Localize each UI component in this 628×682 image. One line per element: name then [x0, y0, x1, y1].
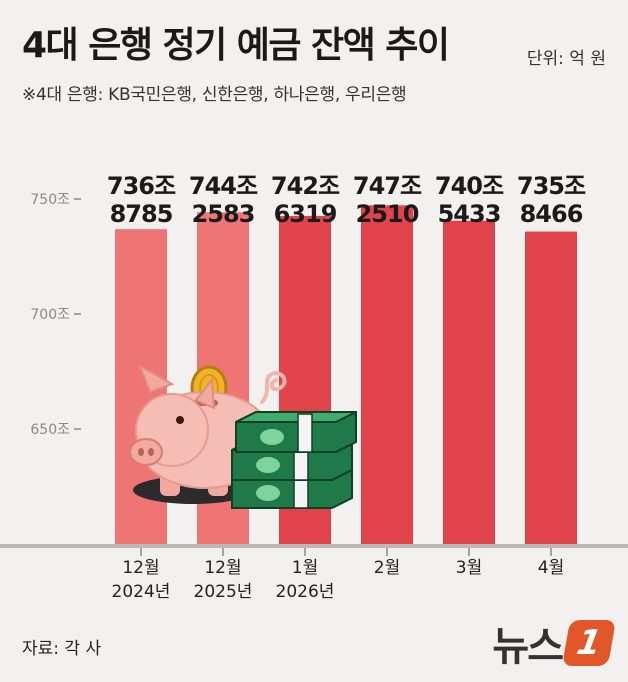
money-bill-seal	[260, 429, 284, 445]
piggy-eye	[176, 416, 184, 424]
chart-title: 4대 은행 정기 예금 잔액 추이	[22, 25, 450, 66]
piggy-nostril	[138, 448, 144, 456]
logo-mark-number: 1	[573, 623, 605, 663]
money-bill-seal	[256, 457, 280, 473]
money-bill-seal	[256, 485, 280, 501]
x-tick-label: 4월	[538, 558, 564, 578]
x-tick-label: 3월	[456, 558, 482, 578]
piggy-ear	[138, 363, 175, 394]
x-axis-line	[0, 544, 628, 548]
source-note: 자료: 각 사	[22, 639, 102, 659]
bar	[443, 220, 495, 544]
y-tick-label: 700조	[30, 307, 70, 323]
x-tick-label-year: 2026년	[276, 582, 335, 602]
x-tick-label: 12월	[204, 558, 241, 578]
logo-mark: 1	[561, 620, 617, 666]
unit-label: 단위: 억 원	[526, 49, 606, 69]
x-tick-label: 1월	[292, 558, 318, 578]
money-band	[297, 413, 313, 453]
chart-subtitle: ※4대 은행: KB국민은행, 신한은행, 하나은행, 우리은행	[22, 85, 407, 105]
x-tick-label: 12월	[122, 558, 159, 578]
piggy-snout	[129, 438, 163, 466]
value-label-jo: 736조	[107, 172, 176, 200]
value-label-eok: 6319	[274, 200, 337, 228]
logo-text: 뉴스	[492, 624, 564, 670]
value-label-jo: 735조	[517, 172, 586, 200]
bar	[361, 205, 413, 544]
value-label-jo: 744조	[189, 172, 258, 200]
piggy-tail	[260, 371, 287, 404]
x-tick-label: 2월	[374, 558, 400, 578]
value-label-eok: 8785	[110, 200, 173, 228]
value-label-eok: 2510	[356, 200, 419, 228]
y-tick-label: 650조	[30, 422, 70, 438]
value-label-jo: 742조	[271, 172, 340, 200]
piggy-ear	[194, 377, 216, 410]
money-bundle-top	[235, 411, 357, 423]
y-tick-label: 750조	[30, 192, 70, 208]
piggy-nostril	[148, 448, 154, 456]
value-label-jo: 740조	[435, 172, 504, 200]
bar	[525, 231, 577, 544]
value-label-eok: 5433	[438, 200, 501, 228]
x-tick-label-year: 2025년	[194, 582, 253, 602]
news1-logo: 뉴스 1	[492, 614, 617, 672]
value-label-eok: 8466	[520, 200, 583, 228]
value-label-jo: 747조	[353, 172, 422, 200]
value-label-eok: 2583	[192, 200, 255, 228]
x-tick-label-year: 2024년	[112, 582, 171, 602]
